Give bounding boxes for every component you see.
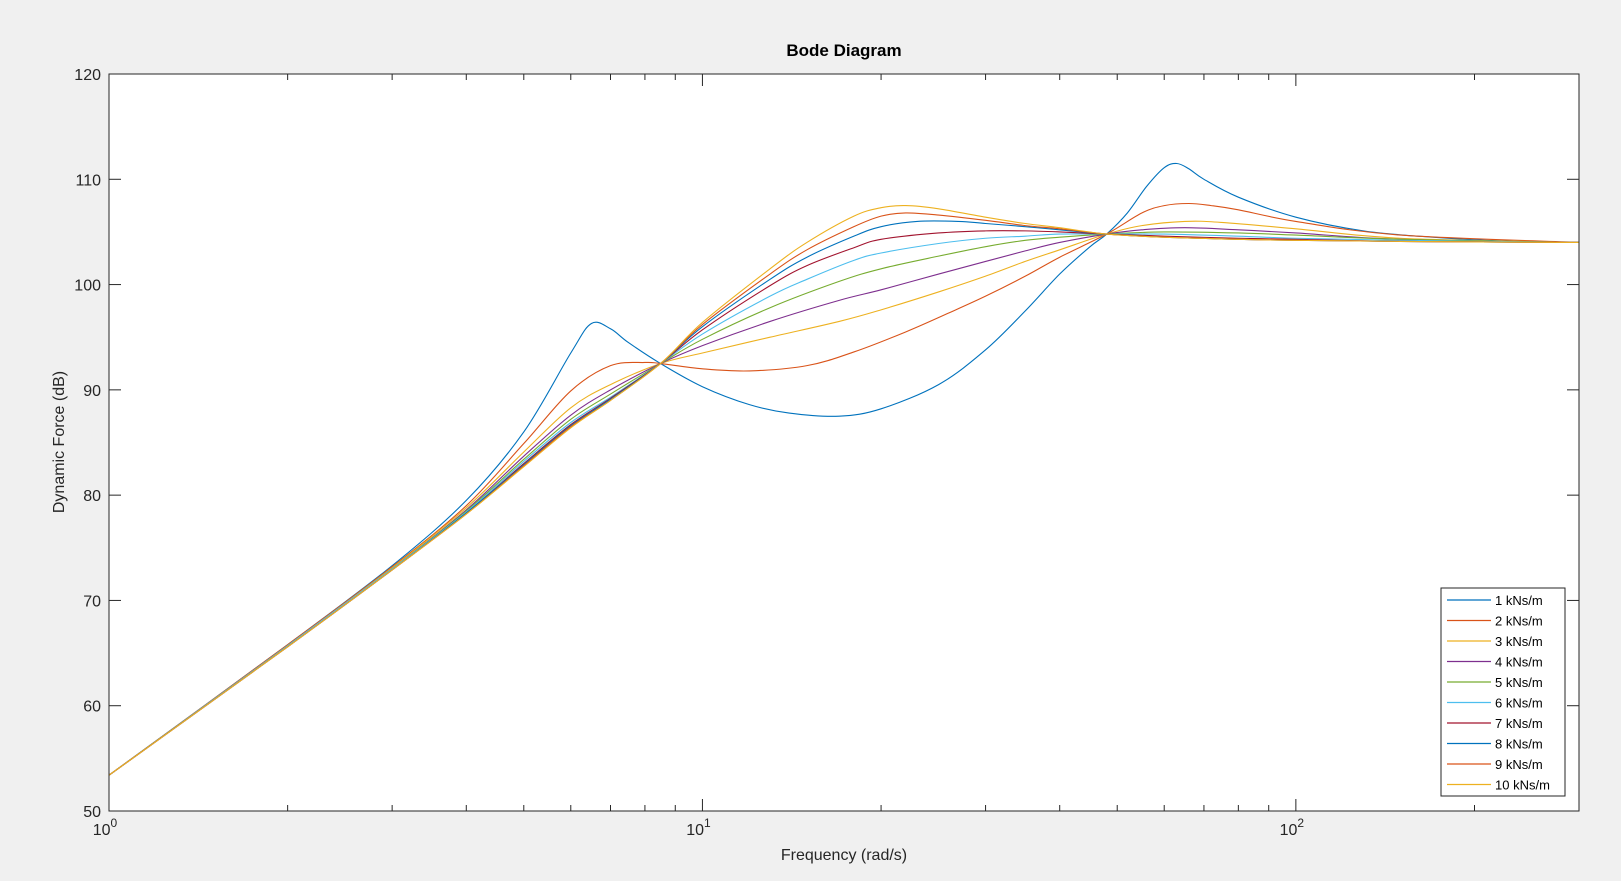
legend-label: 6 kNs/m: [1495, 696, 1543, 711]
x-tick-label: 102: [1280, 816, 1305, 839]
series-line-2: [108, 202, 1580, 776]
x-tick-label: 100: [93, 816, 118, 839]
x-tick-label: 101: [686, 816, 711, 839]
legend-label: 8 kNs/m: [1495, 737, 1543, 752]
legend-label: 3 kNs/m: [1495, 634, 1543, 649]
legend-label: 2 kNs/m: [1495, 614, 1543, 629]
series-line-4: [108, 227, 1580, 776]
y-tick-label: 100: [74, 278, 101, 295]
chart-title: Bode Diagram: [786, 41, 901, 60]
legend-label: 10 kNs/m: [1495, 778, 1550, 793]
legend-label: 5 kNs/m: [1495, 675, 1543, 690]
y-tick-label: 90: [83, 383, 101, 400]
legend-box: [1440, 587, 1566, 797]
y-tick-label: 70: [83, 593, 101, 610]
series-layer: [108, 162, 1580, 776]
tick-layer: 50 60 70 80 90 100 110 120 100 101 102: [74, 67, 1579, 839]
y-axis-label: Dynamic Force (dB): [51, 371, 68, 513]
y-tick-label: 80: [83, 488, 101, 505]
y-tick-label: 50: [83, 804, 101, 821]
legend-items: 1 kNs/m 2 kNs/m 3 kNs/m 4 kNs/m 5 kNs/m 6 kNs…: [1447, 593, 1550, 793]
legend-label: 1 kNs/m: [1495, 593, 1543, 608]
x-axis-label: Frequency (rad/s): [781, 847, 907, 864]
legend: 1 kNs/m 2 kNs/m 3 kNs/m 4 kNs/m 5 kNs/m 6 kNs…: [1440, 587, 1566, 797]
legend-label: 9 kNs/m: [1495, 757, 1543, 772]
y-tick-label: 60: [83, 699, 101, 716]
y-tick-label: 110: [75, 172, 101, 189]
axes-box: [108, 73, 1580, 812]
legend-label: 7 kNs/m: [1495, 716, 1543, 731]
plot-area: [109, 74, 1579, 811]
y-tick-label: 120: [74, 67, 101, 84]
series-line-10: [108, 205, 1580, 776]
series-line-6: [108, 233, 1580, 776]
series-line-1: [108, 162, 1580, 776]
legend-label: 4 kNs/m: [1495, 655, 1543, 670]
series-line-3: [108, 220, 1580, 776]
